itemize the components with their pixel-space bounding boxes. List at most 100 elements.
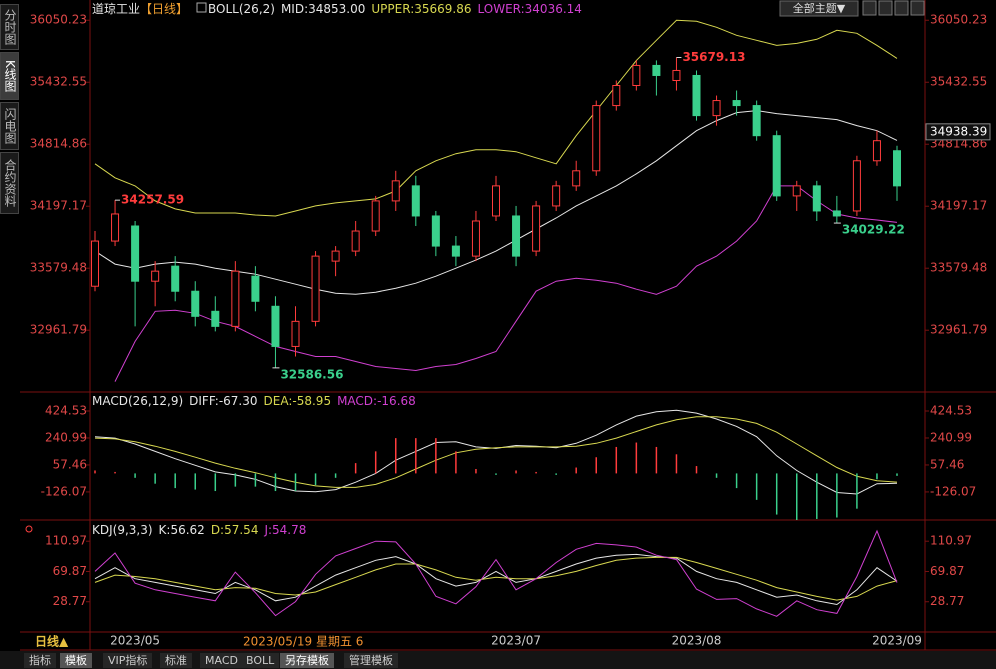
y-tick-label: 240.99 — [45, 430, 87, 444]
indicator-line — [94, 553, 898, 606]
period-label[interactable]: 日线▲ — [35, 634, 69, 649]
tab[interactable]: 另存模板 — [280, 653, 334, 668]
candle-body — [832, 210, 841, 217]
candle-body — [572, 170, 581, 187]
y-tick-label: 69.87 — [930, 564, 964, 578]
y-tick-label: 57.46 — [53, 457, 87, 471]
last-price: 34938.39 — [930, 124, 987, 138]
x-tick-label: 2023/07 — [491, 634, 541, 648]
y-tick-label: 33579.48 — [30, 261, 87, 275]
legend-text: UPPER:35669.86 — [371, 2, 471, 16]
tab[interactable]: 管理模板 — [344, 653, 398, 668]
y-tick-label: 240.99 — [930, 430, 972, 444]
legend-text: BOLL(26,2) — [208, 2, 275, 16]
tool-icon[interactable] — [910, 0, 925, 16]
y-tick-label: 36050.23 — [930, 13, 987, 27]
sidebar-tab[interactable]: 合约资料 — [0, 152, 19, 214]
candle-body — [592, 105, 601, 172]
candle-body — [131, 225, 140, 282]
candle-body — [231, 270, 240, 327]
legend-text: KDJ(9,3,3) — [92, 523, 153, 537]
candle-body — [732, 100, 741, 107]
candle-body — [471, 220, 480, 257]
tool-icon[interactable] — [862, 0, 877, 16]
panel — [94, 529, 898, 617]
candle-body — [291, 320, 300, 347]
y-tick-label: 28.77 — [53, 594, 87, 608]
candle-body — [672, 69, 681, 81]
candle-body — [512, 215, 521, 257]
tab[interactable]: BOLL — [241, 653, 280, 668]
candle-body — [852, 160, 861, 212]
legend-text: J:54.78 — [263, 523, 306, 537]
candle-body — [772, 135, 781, 197]
sidebar-tab[interactable]: 分时图 — [0, 4, 19, 50]
candle-body — [812, 185, 821, 212]
candle-body — [151, 270, 160, 282]
x-tick-label: 2023/05 — [110, 634, 160, 648]
y-tick-label: 110.97 — [45, 534, 87, 548]
y-tick-label: 34197.17 — [30, 199, 87, 213]
candle-body — [251, 275, 260, 302]
sidebar-tab[interactable]: 闪电图 — [0, 102, 19, 150]
y-tick-label: 32961.79 — [30, 323, 87, 337]
candle-body — [893, 150, 901, 187]
candle-body — [692, 74, 701, 117]
y-tick-label: 35432.55 — [930, 75, 987, 89]
indicator-line — [114, 185, 898, 382]
candle-body — [271, 305, 280, 347]
legend-text: 道琼工业 — [92, 1, 140, 16]
tab[interactable]: 模板 — [60, 653, 92, 668]
candle-body — [532, 205, 541, 252]
tab[interactable]: VIP指标 — [103, 653, 153, 668]
trough-label: 32586.56 — [280, 367, 343, 381]
legend-text: LOWER:34036.14 — [478, 2, 582, 16]
tab[interactable]: 标准 — [160, 653, 192, 668]
legend-text: K:56.62 — [159, 523, 205, 537]
peak-label: 34257.59 — [121, 193, 184, 207]
sidebar-tab[interactable]: K线图 — [0, 52, 19, 100]
indicator-icon[interactable] — [25, 525, 33, 533]
candle-body — [91, 240, 99, 287]
trough-label: 34029.22 — [842, 223, 905, 237]
y-tick-label: 28.77 — [930, 594, 964, 608]
y-tick-label: 36050.23 — [30, 13, 87, 27]
tool-icon[interactable] — [894, 0, 909, 16]
legend-text: MID:34853.00 — [281, 2, 365, 16]
indicator-line — [94, 110, 898, 295]
legend-text: DIFF:-67.30 — [189, 394, 257, 408]
candle-body — [171, 265, 180, 292]
candle-body — [792, 185, 801, 197]
indicator-line — [94, 556, 898, 601]
candle-body — [411, 185, 420, 217]
candle-body — [712, 100, 721, 117]
theme-label: 全部主题▼ — [793, 1, 846, 15]
candle-body — [371, 200, 380, 232]
legend-text: MACD:-16.68 — [337, 394, 416, 408]
tab[interactable]: 指标 — [24, 653, 56, 668]
candle-body — [431, 215, 440, 247]
candle-body — [331, 250, 340, 262]
indicator-icon[interactable] — [196, 2, 207, 13]
y-tick-label: 69.87 — [53, 564, 87, 578]
candle-body — [351, 230, 360, 252]
tool-icon[interactable] — [878, 0, 893, 16]
y-tick-label: 33579.48 — [930, 261, 987, 275]
indicator-line — [94, 529, 898, 617]
theme-button[interactable] — [779, 0, 859, 17]
panel — [91, 19, 901, 382]
legend-text: DEA:-58.95 — [264, 394, 332, 408]
y-tick-label: 34814.86 — [30, 137, 87, 151]
panel-header: MACD(26,12,9) DIFF:-67.30 DEA:-58.95 MACD:-… — [92, 394, 416, 408]
y-tick-label: 34197.17 — [930, 199, 987, 213]
indicator-line — [94, 416, 898, 488]
indicator-line — [94, 409, 898, 495]
candle-body — [752, 105, 761, 137]
tab[interactable]: MACD — [200, 653, 243, 668]
y-tick-label: -126.07 — [930, 484, 976, 498]
y-tick-label: 424.53 — [930, 404, 972, 418]
candle-body — [492, 185, 500, 217]
panel-header: KDJ(9,3,3) K:56.62 D:57.54 J:54.78 — [92, 523, 306, 537]
x-tick-label: 2023/08 — [672, 634, 722, 648]
